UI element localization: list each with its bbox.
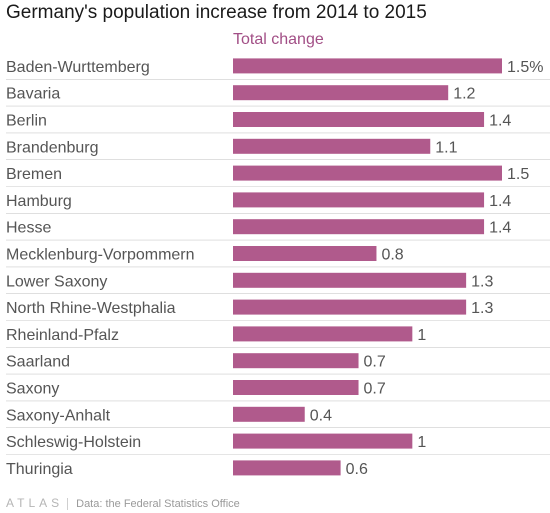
value-label: 1 <box>417 327 426 344</box>
category-label: Hesse <box>6 220 51 237</box>
category-label: Thuringia <box>6 461 73 478</box>
bar <box>233 406 305 422</box>
category-label: Berlin <box>6 113 47 130</box>
value-label: 1.1 <box>435 139 457 156</box>
category-label: Baden-Wurttemberg <box>6 59 150 76</box>
bar <box>233 433 413 449</box>
value-label: 1.3 <box>471 300 493 317</box>
chart-title: Germany's population increase from 2014 … <box>6 2 427 23</box>
bar <box>233 192 485 208</box>
value-label: 1.4 <box>489 220 511 237</box>
value-label: 1.4 <box>489 193 511 210</box>
category-label: Saxony-Anhalt <box>6 407 111 424</box>
value-label: 0.4 <box>310 407 332 424</box>
footer-divider <box>67 498 69 511</box>
footer: ATLAS Data: the Federal Statistics Office <box>6 496 240 511</box>
category-label: Brandenburg <box>6 139 99 156</box>
bar <box>233 85 449 101</box>
bar <box>233 58 502 74</box>
value-label: 1.4 <box>489 113 511 130</box>
category-label: Bavaria <box>6 86 60 103</box>
category-label: Schleswig-Holstein <box>6 434 141 451</box>
bar <box>233 246 377 261</box>
category-label: Rheinland-Pfalz <box>6 327 119 344</box>
value-label: 0.6 <box>346 461 368 478</box>
bar <box>233 380 359 395</box>
category-label: Saxony <box>6 381 59 398</box>
value-label: 1.5 <box>507 166 529 183</box>
bar-chart: Total change Baden-Wurttemberg 1.5% Bavaria… <box>6 31 550 478</box>
value-label: 1.5% <box>507 59 543 76</box>
bar <box>233 138 431 154</box>
value-label: 0.7 <box>364 354 386 371</box>
value-label: 1 <box>417 434 426 451</box>
bar <box>233 165 502 181</box>
bar <box>233 299 467 315</box>
value-label: 1.3 <box>471 273 493 290</box>
bar <box>233 112 485 127</box>
category-label: North Rhine-Westphalia <box>6 300 176 317</box>
value-label: 1.2 <box>453 86 475 103</box>
category-label: Bremen <box>6 166 62 183</box>
category-label: Hamburg <box>6 193 72 210</box>
bar <box>233 326 413 342</box>
category-label: Saarland <box>6 354 70 371</box>
bar <box>233 272 467 288</box>
bar <box>233 353 359 369</box>
bar <box>233 219 485 235</box>
category-label: Lower Saxony <box>6 273 107 290</box>
atlas-logo[interactable]: ATLAS <box>6 496 64 510</box>
source-note: Data: the Federal Statistics Office <box>76 498 240 510</box>
value-label: 0.8 <box>381 247 403 264</box>
series-header: Total change <box>233 31 324 48</box>
bar <box>233 460 341 476</box>
category-label: Mecklenburg-Vorpommern <box>6 247 195 264</box>
value-label: 0.7 <box>364 381 386 398</box>
